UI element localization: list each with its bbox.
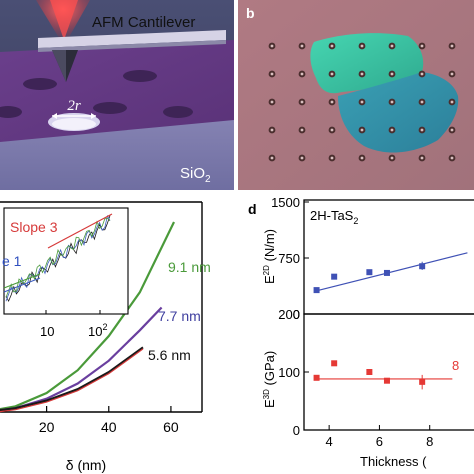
top-y-tick-label: 750 bbox=[278, 251, 300, 266]
inset-loglog: Slope 3 e 1 10 102 bbox=[2, 207, 129, 339]
bottom-y-label: E3D (GPa) bbox=[262, 351, 277, 408]
afm-schematic-svg: 2r AFM Cantilever SiO2 bbox=[0, 0, 234, 190]
x-ticks: 4 6 8 bbox=[326, 425, 433, 449]
hole-highlighted-inner bbox=[52, 118, 96, 130]
curve-fit-5-6nm bbox=[0, 348, 144, 413]
curve-5-6-nm bbox=[0, 346, 144, 412]
hole bbox=[123, 70, 157, 82]
x-tick-label: 8 bbox=[426, 434, 433, 449]
inset-trace bbox=[5, 214, 111, 302]
force-curve-chart: 20 40 60 δ (nm) 9.1 nm 7.7 nm 5.6 nm Slope… bbox=[0, 201, 211, 473]
bottom-y-tick-label: 200 bbox=[278, 307, 300, 322]
hole bbox=[0, 106, 22, 118]
top-y-tick-label: 0 bbox=[293, 307, 300, 322]
inset-tick-10: 10 bbox=[40, 324, 54, 339]
x-tick-label: 40 bbox=[101, 419, 117, 435]
bottom-plot-frame bbox=[303, 313, 474, 431]
bottom-y-tick-label: 100 bbox=[278, 365, 300, 380]
x-tick-label: 6 bbox=[376, 434, 383, 449]
curve-group bbox=[0, 221, 175, 413]
curve-label-9-1nm: 9.1 nm bbox=[168, 259, 211, 275]
top-data-point bbox=[383, 269, 390, 276]
top-y-label: E2D (N/m) bbox=[262, 229, 277, 284]
optical-image-svg: b bbox=[238, 0, 474, 190]
x-axis-label: Thickness ( bbox=[360, 454, 427, 469]
panel-d-letter: d bbox=[248, 201, 257, 217]
top-data-point bbox=[366, 269, 373, 276]
curve-7-7-nm bbox=[0, 306, 163, 412]
top-fit-line bbox=[316, 252, 468, 292]
top-data-point bbox=[331, 273, 338, 280]
substrate-label: SiO2 bbox=[180, 165, 211, 185]
bottom-data-point bbox=[313, 374, 320, 381]
x-tick-label: 4 bbox=[326, 434, 333, 449]
top-data-point bbox=[313, 287, 320, 294]
hole bbox=[23, 78, 57, 90]
curve-label-5-6nm: 5.6 nm bbox=[148, 347, 191, 363]
hole-grid bbox=[268, 42, 456, 162]
bottom-data-point bbox=[383, 377, 390, 384]
panel-b-optical-image: b bbox=[238, 0, 474, 190]
flake-thin bbox=[338, 72, 459, 153]
curve-label-7-7nm: 7.7 nm bbox=[158, 308, 201, 324]
modulus-chart: d 2H-TaS2 E2D (N/m) E3D (GPa) 1500750020… bbox=[248, 195, 474, 469]
x-ticks: 20 40 60 bbox=[39, 406, 179, 435]
panel-a-afm-schematic: 2r AFM Cantilever SiO2 bbox=[0, 0, 234, 190]
material-label: 2H-TaS2 bbox=[310, 208, 358, 226]
flake-thick bbox=[310, 33, 424, 94]
bottom-data-point bbox=[366, 369, 373, 375]
slope-1-label: e 1 bbox=[2, 253, 22, 269]
inset-trace bbox=[5, 217, 111, 298]
panel-b-letter: b bbox=[246, 5, 255, 21]
panel-c-force-curves: 20 40 60 δ (nm) 9.1 nm 7.7 nm 5.6 nm Slope… bbox=[0, 194, 240, 474]
x-axis-label: δ (nm) bbox=[66, 457, 106, 473]
radius-label: 2r bbox=[67, 98, 81, 114]
hole bbox=[93, 102, 127, 114]
x-tick-label: 60 bbox=[163, 419, 179, 435]
curve-9-1-nm bbox=[0, 221, 175, 411]
bottom-y-tick-label: 0 bbox=[293, 423, 300, 438]
cantilever-beam bbox=[38, 30, 226, 48]
bottom-annotation: 8 bbox=[452, 358, 459, 373]
hole bbox=[163, 106, 193, 118]
inset-noise bbox=[5, 214, 111, 303]
top-y-tick-label: 1500 bbox=[271, 195, 300, 210]
x-tick-label: 20 bbox=[39, 419, 55, 435]
panel-d-modulus-plots: d 2H-TaS2 E2D (N/m) E3D (GPa) 1500 750 0 20… bbox=[244, 194, 474, 474]
data-marks bbox=[313, 252, 468, 390]
bottom-data-point bbox=[331, 360, 338, 367]
slope-3-label: Slope 3 bbox=[10, 219, 58, 235]
cantilever-label: AFM Cantilever bbox=[92, 14, 195, 31]
inset-tick-100: 102 bbox=[88, 322, 107, 339]
